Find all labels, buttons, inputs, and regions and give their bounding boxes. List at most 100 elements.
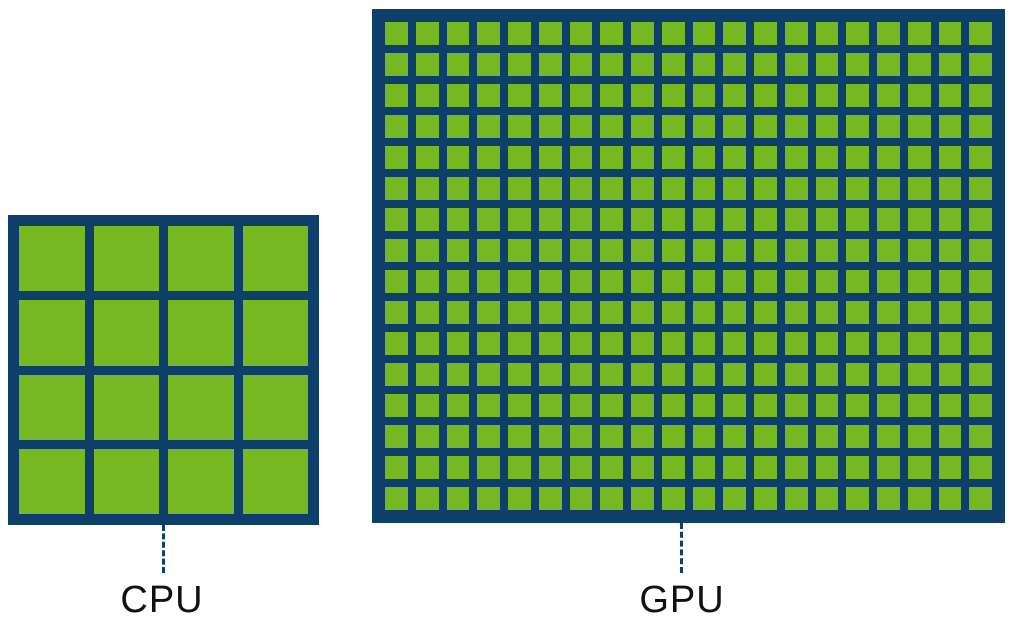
gpu-core [385,363,408,386]
gpu-core [754,53,777,76]
gpu-core [938,239,962,262]
gpu-core [415,239,439,262]
gpu-core [508,301,531,324]
gpu-core [508,53,531,76]
gpu-core [754,22,777,45]
gpu-core [600,301,623,324]
gpu-core [907,53,931,76]
gpu-core [754,208,777,231]
gpu-core [723,456,746,479]
gpu-core [631,208,654,231]
gpu-core [754,456,777,479]
gpu-core [877,239,900,262]
gpu-core [784,22,808,45]
gpu-core [877,115,900,138]
gpu-core [784,239,808,262]
gpu-core [661,239,685,262]
gpu-core [600,177,623,200]
gpu-core [938,363,962,386]
gpu-core [846,84,869,107]
gpu-core [938,115,962,138]
gpu-core [877,208,900,231]
gpu-core [938,146,962,169]
gpu-core [415,425,439,448]
cpu-core [168,448,234,514]
gpu-core [385,84,408,107]
gpu-core [538,394,562,417]
gpu-core [754,146,777,169]
gpu-core [477,363,500,386]
gpu-core [815,239,839,262]
gpu-core [661,363,685,386]
gpu-core [415,208,439,231]
gpu-core [446,456,470,479]
gpu-core [508,270,531,293]
gpu-core [538,332,562,355]
gpu-core [508,456,531,479]
gpu-core [508,208,531,231]
gpu-core [538,270,562,293]
gpu-core [415,115,439,138]
gpu-core [446,84,470,107]
gpu-core [969,208,992,231]
cpu-core [93,374,159,440]
gpu-core [508,22,531,45]
gpu-core [600,425,623,448]
gpu-core [538,363,562,386]
gpu-core [754,270,777,293]
cpu-core [19,226,85,292]
gpu-core [692,53,716,76]
gpu-core [723,394,746,417]
cpu-core [93,448,159,514]
gpu-core [907,394,931,417]
gpu-core [877,363,900,386]
gpu-core [784,84,808,107]
gpu-core [969,22,992,45]
gpu-core [600,22,623,45]
gpu-label: GPU [639,579,725,621]
gpu-core [754,363,777,386]
gpu-core [508,177,531,200]
gpu-core [969,487,992,510]
gpu-core [692,146,716,169]
gpu-core [600,456,623,479]
gpu-core [508,394,531,417]
gpu-core [692,115,716,138]
gpu-core [631,84,654,107]
gpu-core [569,270,593,293]
gpu-core [938,394,962,417]
gpu-core [877,270,900,293]
gpu-core [415,456,439,479]
gpu-core [938,53,962,76]
gpu-core [938,456,962,479]
gpu-core [446,208,470,231]
gpu-core [846,487,869,510]
gpu-core [569,239,593,262]
gpu-core [907,301,931,324]
gpu-core [815,177,839,200]
gpu-core [969,425,992,448]
gpu-core [907,208,931,231]
gpu-core [600,363,623,386]
gpu-core [477,301,500,324]
gpu-core [569,22,593,45]
gpu-core [969,270,992,293]
gpu-core [815,394,839,417]
gpu-core [446,425,470,448]
gpu-core [631,394,654,417]
gpu-core [877,301,900,324]
gpu-core [938,270,962,293]
gpu-core [907,115,931,138]
gpu-core [969,456,992,479]
gpu-core [846,53,869,76]
gpu-core [969,363,992,386]
gpu-core [938,22,962,45]
gpu-core [631,363,654,386]
gpu-core [907,425,931,448]
gpu-core [846,239,869,262]
gpu-core [446,270,470,293]
gpu-core [877,53,900,76]
gpu-core [538,146,562,169]
gpu-core [846,394,869,417]
gpu-core [631,115,654,138]
